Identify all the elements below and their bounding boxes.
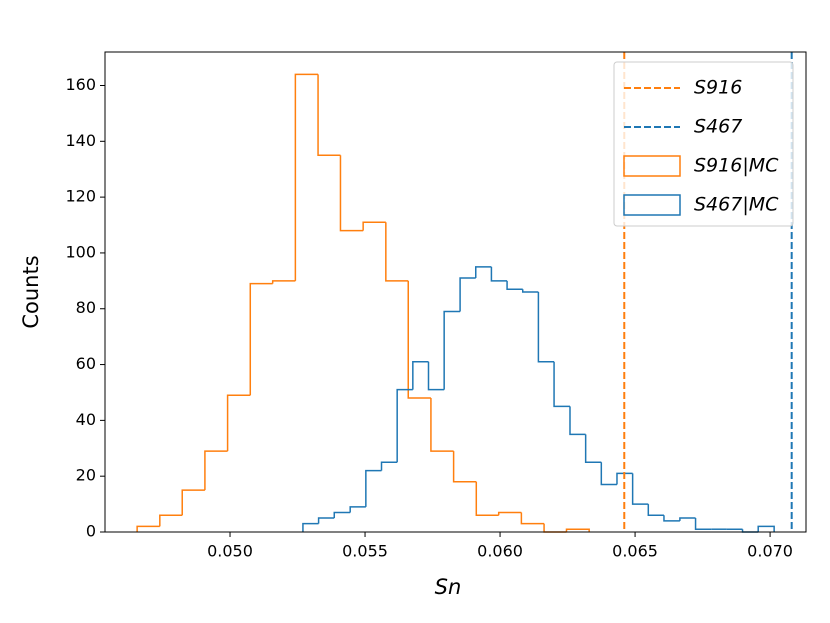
x-tick-label: 0.060	[477, 542, 523, 561]
histogram-step	[349, 506, 366, 513]
plot-frame	[104, 51, 807, 533]
histogram-step	[543, 523, 567, 533]
histogram-step	[475, 481, 499, 517]
histogram-step	[302, 522, 319, 532]
legend-label: S916|MC	[694, 155, 779, 177]
y-tick-label: 60	[76, 354, 96, 373]
histogram-step	[204, 450, 228, 491]
histogram-step	[694, 518, 712, 530]
histogram-step	[631, 473, 649, 505]
histogram-step	[385, 222, 409, 282]
x-tick-label: 0.050	[207, 542, 253, 561]
histogram-step	[475, 266, 492, 279]
y-tick-label: 80	[76, 298, 96, 317]
histogram-step	[520, 512, 545, 525]
legend-patch	[623, 194, 681, 216]
y-tick-label: 20	[76, 466, 96, 485]
histogram-step	[181, 489, 205, 516]
histogram-step	[412, 361, 429, 390]
histogram-step	[136, 525, 160, 532]
histogram-step	[521, 289, 539, 293]
histogram-step	[317, 517, 335, 524]
histogram-step	[616, 472, 633, 485]
histogram-step	[159, 514, 183, 527]
histogram-step	[294, 73, 319, 281]
histogram-step	[339, 155, 364, 232]
x-axis-label: Sn	[435, 575, 462, 599]
histogram-step	[365, 469, 382, 507]
histogram-step	[249, 282, 273, 396]
histogram-step	[380, 461, 398, 471]
histogram-step	[443, 310, 461, 390]
histogram-step	[362, 221, 386, 231]
histogram-step	[452, 451, 477, 483]
x-tick-label: 0.065	[612, 542, 658, 561]
histogram-step	[226, 394, 251, 452]
y-tick-label: 140	[65, 131, 96, 150]
histogram-step	[757, 525, 775, 532]
x-tick-label: 0.070	[747, 542, 793, 561]
histogram-step	[490, 266, 508, 282]
histogram-step	[317, 74, 341, 157]
y-axis-label: Counts	[19, 255, 43, 328]
histogram-step	[565, 528, 590, 532]
y-tick-label: 0	[86, 522, 96, 541]
histogram-step	[459, 277, 476, 312]
legend-label: S467|MC	[694, 194, 779, 216]
legend-label: S467	[694, 116, 742, 138]
y-tick-label: 160	[65, 75, 96, 94]
histogram-step	[506, 280, 523, 290]
x-tick-label: 0.055	[342, 542, 388, 561]
histogram-step	[569, 406, 586, 436]
y-tick-label: 40	[76, 410, 96, 429]
y-tick-label: 100	[65, 242, 96, 261]
histogram-step	[600, 462, 617, 486]
histogram-step	[537, 292, 555, 363]
histogram-step	[553, 361, 570, 408]
y-tick-label: 120	[65, 187, 96, 206]
histogram-step	[584, 434, 602, 463]
histogram-step	[647, 504, 664, 517]
histogram-step	[427, 361, 445, 391]
legend-patch	[623, 155, 681, 177]
histogram-step	[407, 280, 431, 399]
histogram-step	[396, 388, 413, 463]
legend-box	[613, 61, 794, 227]
histogram-step	[663, 515, 680, 522]
histogram-step	[271, 280, 296, 284]
histogram-step	[430, 398, 454, 452]
histogram-step	[497, 511, 522, 516]
legend-label: S916	[694, 77, 742, 99]
histogram-step	[333, 511, 351, 519]
histogram-step	[679, 517, 696, 521]
